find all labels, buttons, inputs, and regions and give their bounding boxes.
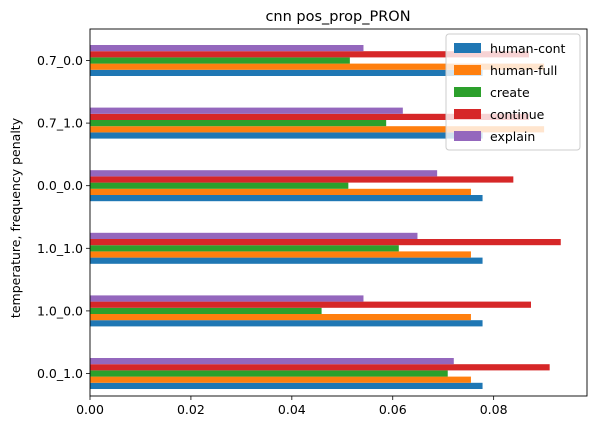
y-tick-label: 0.0_0.0 — [37, 178, 83, 193]
legend-label-human-full: human-full — [490, 63, 557, 78]
y-tick-label: 1.0_1.0 — [37, 241, 83, 256]
bar-human-full-0.0_0.0 — [90, 188, 471, 195]
y-tick-label: 1.0_0.0 — [37, 303, 83, 318]
legend-label-continue: continue — [490, 107, 545, 122]
bar-human-full-0.7_0.0 — [90, 63, 545, 70]
bar-create-0.7_0.0 — [90, 57, 350, 64]
bar-continue-0.7_1.0 — [90, 113, 529, 120]
bar-create-1.0_0.0 — [90, 307, 322, 314]
chart-title: cnn pos_prop_PRON — [265, 9, 410, 25]
y-axis-title: temperature, frequency penalty — [8, 117, 23, 318]
bar-create-0.7_1.0 — [90, 120, 387, 127]
bars-group — [90, 45, 561, 389]
bar-human-cont-0.0_1.0 — [90, 382, 483, 389]
bar-create-0.0_1.0 — [90, 370, 448, 377]
legend-swatch-continue — [454, 109, 481, 119]
x-tick-label: 0.00 — [76, 402, 104, 417]
bar-explain-0.0_1.0 — [90, 358, 454, 365]
bar-continue-0.7_0.0 — [90, 51, 529, 58]
legend-swatch-human-cont — [454, 43, 481, 53]
bar-create-1.0_1.0 — [90, 245, 399, 252]
bar-continue-0.0_0.0 — [90, 176, 514, 183]
y-tick-label: 0.7_1.0 — [37, 116, 83, 131]
bar-continue-1.0_1.0 — [90, 239, 561, 246]
plot-frame — [89, 28, 588, 397]
bar-explain-1.0_0.0 — [90, 295, 364, 302]
bar-human-full-1.0_1.0 — [90, 251, 471, 258]
legend-label-human-cont: human-cont — [490, 41, 566, 56]
bar-explain-1.0_1.0 — [90, 232, 418, 239]
bar-continue-1.0_0.0 — [90, 301, 531, 308]
bar-continue-0.0_1.0 — [90, 364, 550, 371]
bar-human-cont-0.0_0.0 — [90, 195, 483, 202]
x-tick-label: 0.04 — [278, 402, 306, 417]
y-axis-ticks: 0.0_1.0 1.0_0.0 1.0_1.0 0.0_0.0 0.7_1.0 0.7_0… — [37, 53, 90, 381]
bar-human-full-1.0_0.0 — [90, 314, 471, 321]
legend-box — [445, 33, 581, 151]
x-tick-label: 0.02 — [177, 402, 205, 417]
legend-label-explain: explain — [490, 129, 535, 144]
x-tick-label: 0.06 — [379, 402, 407, 417]
bar-explain-0.7_0.0 — [90, 45, 364, 52]
legend-label-create: create — [490, 85, 530, 100]
x-axis-ticks: 0.00 0.02 0.04 0.06 0.08 — [76, 396, 508, 417]
x-tick-label: 0.08 — [480, 402, 508, 417]
bar-human-full-0.7_1.0 — [90, 126, 545, 133]
bar-human-cont-1.0_1.0 — [90, 257, 483, 264]
legend: human-cont human-full create continue explai… — [445, 33, 581, 151]
legend-swatch-create — [454, 87, 481, 97]
bar-human-cont-1.0_0.0 — [90, 320, 483, 327]
bar-create-0.0_0.0 — [90, 182, 349, 189]
y-tick-label: 0.7_0.0 — [37, 53, 83, 68]
legend-swatch-explain — [454, 131, 481, 141]
bar-human-full-0.0_1.0 — [90, 376, 471, 383]
bar-explain-0.0_0.0 — [90, 170, 438, 177]
legend-swatch-human-full — [454, 65, 481, 75]
y-tick-label: 0.0_1.0 — [37, 366, 83, 381]
bar-human-cont-0.7_0.0 — [90, 69, 483, 76]
bar-explain-0.7_1.0 — [90, 107, 403, 114]
bar-human-cont-0.7_1.0 — [90, 132, 483, 139]
